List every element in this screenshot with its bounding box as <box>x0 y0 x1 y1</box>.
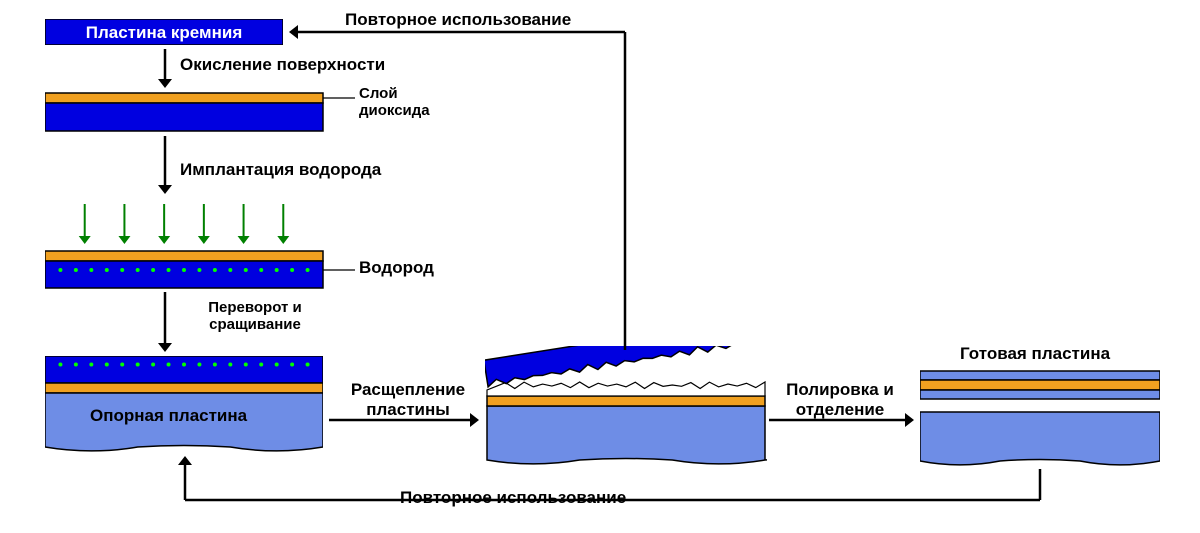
label-hydrogen: Водород <box>359 258 434 278</box>
label-dioxide: Слой диоксида <box>359 86 439 119</box>
label-splitting: Расщепление пластины <box>328 380 488 419</box>
stage-finished-wafer <box>920 370 1160 400</box>
stage-oxidation <box>45 92 383 134</box>
label-reuse-bottom: Повторное использование <box>400 488 626 508</box>
label-polish: Полировка и отделение <box>770 380 910 419</box>
label-implantation: Имплантация водорода <box>180 160 381 180</box>
stage-splitting <box>485 346 767 476</box>
stage-implanted <box>45 250 383 291</box>
label-finished: Готовая пластина <box>960 344 1110 364</box>
svg-text:Пластина кремния: Пластина кремния <box>86 23 243 42</box>
stage-reclaimed-base <box>920 410 1160 479</box>
label-oxidation: Окисление поверхности <box>180 55 385 75</box>
stage-wafer-box: Пластина кремния <box>45 19 283 45</box>
label-reuse-top: Повторное использование <box>345 10 571 30</box>
label-handle-wafer: Опорная пластина <box>90 406 247 426</box>
label-flip-bond: Переворот и сращивание <box>180 300 330 333</box>
implant-arrows <box>45 200 323 248</box>
